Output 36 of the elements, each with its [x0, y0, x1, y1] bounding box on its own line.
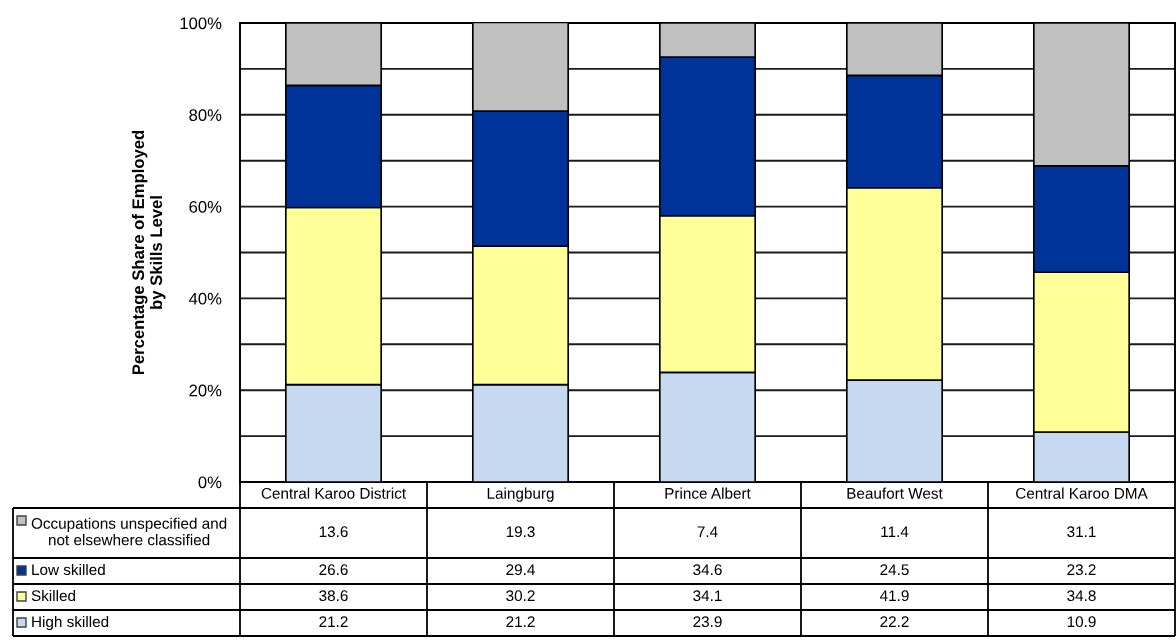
y-tick-label: 80%: [189, 109, 222, 121]
data-label: 29.4: [506, 564, 535, 576]
x-tick-label: Prince Albert: [665, 487, 751, 499]
y-tick-label: 60%: [189, 201, 222, 213]
legend-label: Skilled: [31, 589, 76, 602]
x-tick-label: Beaufort West: [847, 487, 943, 499]
data-label: 34.6: [693, 564, 722, 576]
y-tick-label: 20%: [189, 384, 222, 397]
y-axis-title: Percentage Share of Employed by Skills Level: [131, 130, 166, 375]
x-tick-label: Central Karoo DMA: [1016, 487, 1148, 499]
data-label: 21.2: [506, 616, 535, 627]
x-tick-label: Central Karoo District: [261, 487, 406, 499]
y-tick-label: 0%: [198, 476, 222, 489]
data-label: 38.6: [319, 590, 348, 602]
legend-label: Low skilled: [32, 563, 105, 576]
data-label: 24.5: [880, 564, 909, 576]
data-label: 22.2: [880, 616, 909, 627]
data-label: 34.8: [1067, 590, 1096, 602]
data-label: 21.2: [319, 616, 348, 627]
data-label: 13.6: [319, 526, 348, 538]
data-label: 11.4: [881, 526, 909, 537]
data-label: 10.9: [1067, 616, 1096, 628]
data-label: 34.1: [693, 590, 722, 602]
data-label: 23.9: [693, 616, 722, 628]
legend-label: Occupations unspecified and not elsewhere classified: [31, 517, 227, 546]
data-label: 19.3: [506, 526, 535, 538]
x-tick-label: Laingburg: [487, 487, 554, 502]
data-label: 23.2: [1067, 564, 1096, 576]
y-tick-label: 40%: [188, 292, 222, 305]
data-label: 30.2: [506, 590, 535, 602]
y-tick-label: 100%: [180, 17, 222, 30]
data-label: 7.4: [697, 526, 718, 537]
data-label: 26.6: [319, 564, 348, 576]
legend-label: High skilled: [32, 615, 109, 631]
data-label: 31.1: [1067, 526, 1096, 538]
data-label: 41.9: [879, 590, 909, 602]
